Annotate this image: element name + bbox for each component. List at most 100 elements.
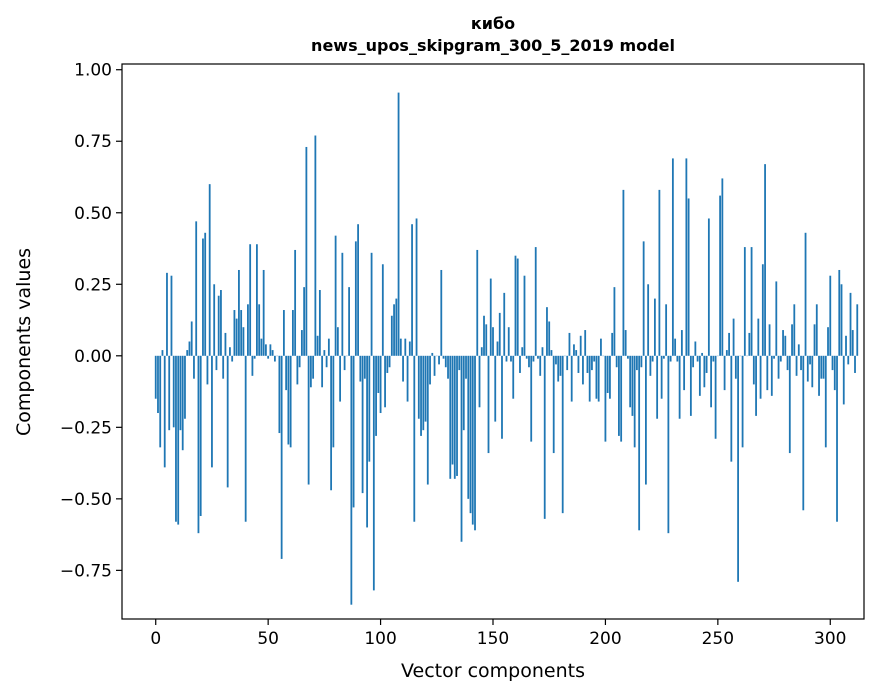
bar-297 — [822, 355, 825, 379]
bar-105 — [390, 315, 393, 356]
y-tick-label: −0.25 — [60, 418, 112, 438]
bar-277 — [777, 355, 780, 379]
bar-36 — [235, 318, 238, 356]
bar-243 — [701, 352, 704, 356]
bar-283 — [791, 324, 793, 356]
bar-50 — [267, 355, 270, 359]
bar-255 — [728, 332, 730, 356]
bar-89 — [354, 241, 357, 356]
bar-190 — [582, 355, 584, 385]
bar-226 — [662, 355, 665, 359]
x-tick-label: 150 — [477, 629, 509, 649]
y-axis-label: Components values — [13, 248, 35, 436]
bar-212 — [631, 355, 634, 416]
bar-115 — [413, 355, 416, 522]
bar-189 — [579, 335, 582, 356]
bar-289 — [804, 232, 807, 356]
chart-title: кибо — [471, 14, 515, 33]
bar-185 — [570, 355, 573, 402]
bar-180 — [559, 355, 562, 376]
bar-254 — [725, 350, 728, 356]
bar-137 — [462, 355, 465, 431]
bar-224 — [658, 189, 661, 356]
bar-63 — [296, 355, 299, 385]
bar-51 — [269, 344, 272, 356]
bar-175 — [548, 321, 551, 356]
bar-167 — [530, 355, 533, 442]
bar-5 — [166, 272, 168, 356]
bar-32 — [226, 355, 229, 488]
bar-136 — [460, 355, 463, 542]
bar-274 — [770, 355, 773, 396]
bar-271 — [764, 164, 766, 356]
bar-73 — [318, 290, 321, 356]
bar-215 — [638, 355, 641, 531]
bar-98 — [375, 355, 377, 436]
bar-259 — [737, 355, 739, 582]
bar-240 — [694, 341, 697, 356]
bar-202 — [609, 355, 611, 399]
bar-178 — [555, 355, 557, 365]
bar-87 — [350, 355, 353, 605]
bar-31 — [224, 332, 227, 356]
bar-272 — [766, 355, 769, 391]
bar-133 — [453, 355, 456, 479]
bar-150 — [492, 327, 494, 356]
x-axis-label: Vector components — [401, 660, 585, 682]
bar-110 — [402, 355, 404, 382]
bar-77 — [327, 338, 330, 356]
bar-6 — [168, 355, 171, 431]
y-tick-label: 1.00 — [74, 61, 112, 81]
bar-138 — [465, 355, 467, 379]
bar-203 — [611, 332, 614, 356]
bar-38 — [240, 310, 243, 356]
y-tick-label: 0.75 — [74, 132, 112, 152]
bar-294 — [815, 304, 818, 356]
y-axis: −0.75 −0.50 −0.25 0.00 0.25 0.50 0.75 1.00 — [60, 61, 122, 581]
bar-70 — [312, 355, 315, 379]
bar-261 — [741, 355, 744, 448]
x-tick-label: 300 — [814, 629, 846, 649]
bar-284 — [793, 304, 796, 356]
bar-288 — [802, 355, 805, 511]
bar-149 — [489, 278, 492, 356]
bar-152 — [496, 341, 499, 356]
bar-214 — [636, 355, 638, 371]
bar-25 — [211, 355, 213, 468]
bar-91 — [359, 355, 362, 382]
bar-28 — [217, 295, 220, 356]
bar-43 — [251, 355, 254, 376]
bar-129 — [444, 355, 447, 368]
bar-62 — [294, 249, 297, 356]
bar-97 — [372, 355, 375, 591]
bar-238 — [689, 355, 692, 416]
bar-169 — [534, 247, 537, 356]
bar-2 — [159, 355, 162, 448]
bar-93 — [363, 355, 366, 379]
bar-191 — [584, 330, 587, 356]
x-tick-label: 100 — [364, 629, 396, 649]
bar-68 — [307, 355, 310, 485]
bar-310 — [851, 330, 854, 356]
bar-157 — [507, 327, 510, 356]
bar-14 — [186, 350, 189, 356]
bar-220 — [649, 355, 652, 376]
bar-216 — [640, 355, 643, 368]
bar-151 — [494, 355, 497, 422]
bar-292 — [811, 355, 814, 388]
bar-134 — [456, 355, 458, 476]
bar-8 — [172, 355, 175, 428]
bar-23 — [206, 355, 209, 385]
bar-265 — [750, 247, 753, 356]
bar-239 — [692, 355, 695, 368]
bar-242 — [698, 355, 701, 396]
bar-57 — [282, 310, 285, 356]
bar-235 — [683, 355, 686, 391]
bar-61 — [291, 310, 294, 356]
bar-305 — [840, 284, 843, 356]
x-tick-label: 200 — [589, 629, 621, 649]
bar-287 — [800, 355, 802, 371]
y-tick-label: −0.75 — [60, 561, 112, 581]
bar-179 — [557, 355, 560, 382]
bar-92 — [361, 355, 364, 494]
